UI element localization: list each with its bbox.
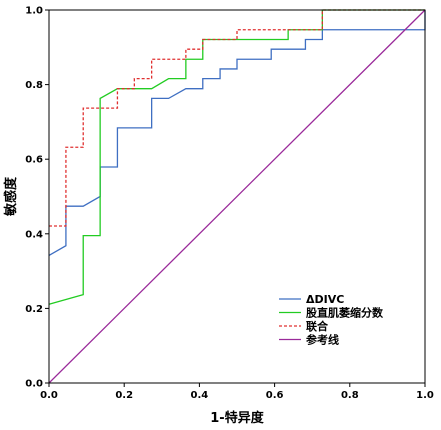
y-tick-label: 0.0 bbox=[25, 379, 43, 390]
series-line-4 bbox=[48, 9, 426, 384]
y-tick-label: 0.6 bbox=[25, 155, 43, 166]
series-layer bbox=[48, 9, 426, 384]
y-tick-label: 1.0 bbox=[25, 6, 43, 17]
plot-frame bbox=[48, 9, 426, 384]
y-tick-label: 0.8 bbox=[25, 80, 43, 91]
legend-label: 参考线 bbox=[306, 333, 339, 347]
x-tick-label: 0.6 bbox=[266, 390, 284, 401]
legend-label: 联合 bbox=[306, 319, 329, 333]
series-line-3 bbox=[49, 9, 425, 227]
x-tick-label: 0.0 bbox=[40, 390, 58, 401]
x-tick-label: 0.8 bbox=[341, 390, 359, 401]
x-tick-label: 0.2 bbox=[115, 390, 133, 401]
y-axis-title: 敏感度 bbox=[3, 176, 19, 217]
y-tick-label: 0.4 bbox=[25, 229, 43, 240]
legend-box bbox=[276, 291, 416, 349]
legend-label: 股直肌萎缩分数 bbox=[306, 306, 384, 320]
legend-label: ΔDIVC bbox=[306, 293, 344, 306]
y-tick-label: 0.2 bbox=[25, 304, 43, 315]
series-line-1 bbox=[48, 10, 426, 256]
y-axis-ticks: 0.0 0.2 0.4 0.6 0.8 1.0 bbox=[25, 6, 49, 390]
x-axis-ticks: 0.0 0.2 0.4 0.6 0.8 1.0 bbox=[40, 383, 434, 401]
series-line-2 bbox=[48, 9, 425, 305]
x-axis-title: 1-特异度 bbox=[210, 410, 264, 426]
x-tick-label: 0.4 bbox=[191, 390, 209, 401]
x-tick-label: 1.0 bbox=[416, 390, 434, 401]
